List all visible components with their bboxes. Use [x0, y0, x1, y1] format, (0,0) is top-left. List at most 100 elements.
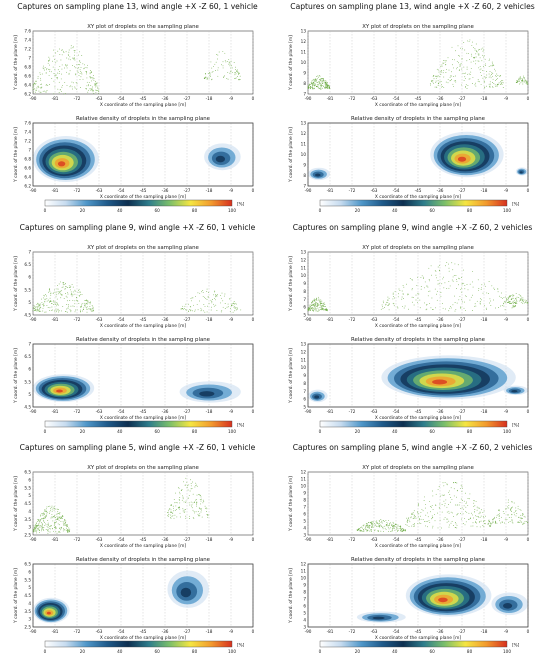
droplet-point: [472, 294, 473, 296]
droplet-point: [42, 518, 44, 520]
droplet-point: [315, 86, 317, 87]
x-tick-label: -54: [118, 409, 125, 414]
droplet-point: [430, 307, 432, 309]
droplet-point: [327, 85, 329, 87]
droplet-point: [52, 55, 54, 57]
droplet-point: [312, 307, 314, 309]
droplet-point: [392, 293, 394, 295]
droplet-point: [489, 81, 491, 83]
droplet-point: [66, 311, 68, 313]
x-tick-label: -72: [74, 537, 81, 542]
droplet-point: [187, 485, 188, 487]
droplet-point: [520, 518, 522, 520]
droplet-point: [314, 308, 315, 310]
droplet-point: [57, 510, 59, 512]
droplet-point: [438, 71, 440, 73]
droplet-point: [411, 279, 413, 281]
droplet-point: [43, 303, 45, 305]
x-tick-label: -45: [415, 409, 422, 414]
droplet-point: [88, 81, 90, 83]
x-tick-label: -72: [74, 409, 81, 414]
x-tick-label: -72: [349, 537, 356, 542]
droplet-point: [54, 526, 55, 528]
density-plot-title: Relative density of droplets in the samp…: [76, 337, 211, 343]
colorbar-tick-label: 0: [44, 649, 47, 654]
x-tick-label: -18: [206, 537, 213, 542]
droplet-point: [38, 90, 40, 92]
droplet-point: [312, 88, 314, 90]
droplet-point: [66, 304, 68, 305]
droplet-point: [475, 500, 477, 502]
y-tick-label: 5: [303, 405, 306, 410]
droplet-point: [167, 510, 169, 512]
droplet-point: [499, 520, 500, 522]
droplet-point: [320, 306, 322, 308]
droplet-point: [222, 306, 224, 308]
y-tick-label: 9: [303, 163, 306, 168]
droplet-point: [49, 531, 51, 533]
droplet-point: [222, 65, 224, 67]
droplet-point: [473, 57, 474, 58]
droplet-point: [479, 302, 481, 304]
droplet-point: [523, 75, 524, 77]
droplet-point: [53, 524, 55, 526]
x-tick-label: -45: [415, 96, 422, 101]
droplet-point: [216, 310, 218, 312]
droplet-point: [388, 523, 390, 525]
droplet-point: [366, 530, 368, 532]
droplet-point: [489, 85, 491, 87]
droplet-point: [403, 286, 405, 288]
droplet-point: [194, 486, 196, 488]
droplet-point: [55, 292, 57, 294]
droplet-point: [470, 512, 472, 514]
droplet-point: [363, 530, 364, 532]
droplet-point: [443, 62, 445, 64]
droplet-point: [185, 509, 186, 510]
droplet-point: [472, 46, 474, 48]
y-tick-label: 6.5: [24, 470, 31, 475]
droplet-point: [192, 517, 194, 519]
droplet-point: [64, 283, 66, 285]
droplet-point: [478, 60, 480, 62]
droplet-point: [46, 90, 48, 91]
x-tick-label: -90: [305, 537, 312, 542]
y-tick-label: 6.2: [24, 184, 31, 189]
droplet-point: [61, 90, 62, 92]
droplet-point: [39, 308, 41, 310]
droplet-point: [36, 528, 38, 530]
droplet-point: [402, 305, 403, 307]
droplet-point: [475, 82, 477, 84]
droplet-point: [450, 511, 452, 513]
x-tick-label: -9: [229, 629, 234, 634]
droplet-point: [47, 85, 49, 87]
droplet-point: [86, 71, 88, 72]
droplet-point: [484, 523, 486, 525]
droplet-point: [41, 303, 43, 305]
droplet-point: [313, 84, 315, 86]
droplet-point: [465, 84, 467, 86]
droplet-point: [492, 73, 494, 75]
droplet-point: [516, 80, 518, 81]
x-tick-label: 0: [527, 409, 530, 414]
droplet-point: [453, 76, 455, 77]
droplet-point: [66, 84, 68, 86]
droplet-point: [316, 79, 317, 81]
droplet-point: [365, 528, 367, 530]
droplet-point: [40, 514, 42, 516]
droplet-point: [388, 303, 390, 305]
droplet-point: [480, 68, 482, 70]
droplet-point: [495, 307, 497, 309]
droplet-point: [391, 527, 393, 529]
droplet-point: [313, 298, 315, 300]
droplet-point: [433, 78, 435, 80]
droplet-point: [456, 68, 458, 70]
droplet-point: [471, 44, 473, 46]
droplet-point: [461, 491, 463, 493]
droplet-point: [70, 285, 72, 287]
droplet-point: [463, 505, 465, 507]
droplet-point: [49, 70, 51, 72]
droplet-point: [320, 86, 322, 88]
droplet-point: [59, 290, 61, 292]
droplet-point: [372, 527, 374, 528]
droplet-point: [44, 301, 46, 303]
